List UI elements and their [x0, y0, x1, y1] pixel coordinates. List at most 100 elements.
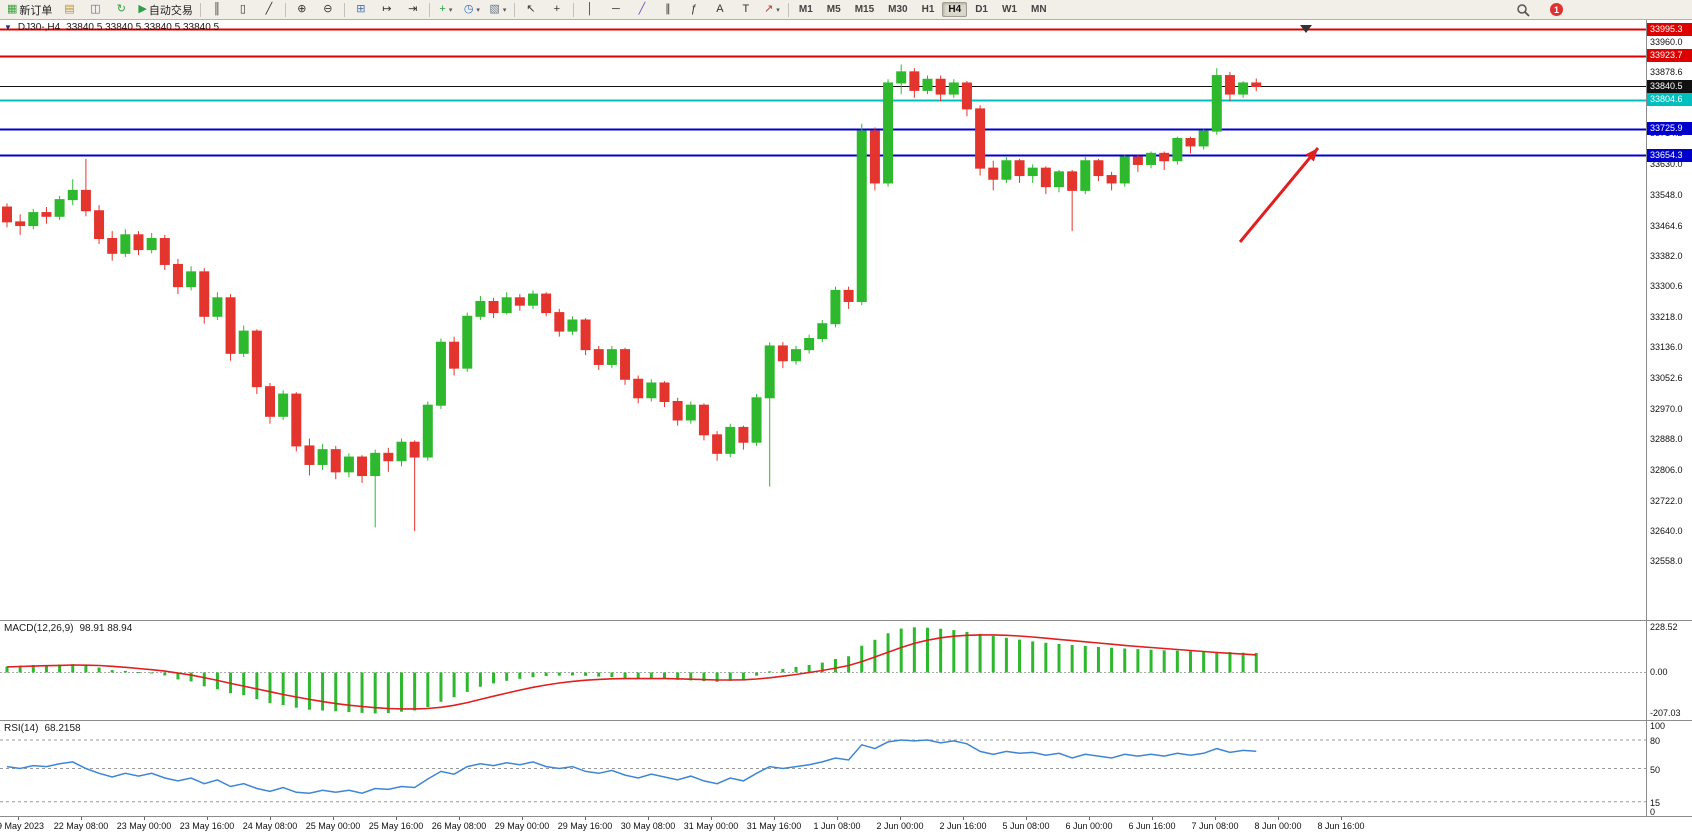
price-axis-label: 32640.0 — [1650, 526, 1683, 537]
time-axis-label: 24 May 08:00 — [242, 821, 298, 831]
time-tick — [900, 817, 901, 820]
market-depth-icon[interactable]: ◫ — [82, 0, 108, 19]
text-button[interactable]: A — [707, 0, 733, 19]
timeframe-m1-button[interactable]: M1 — [798, 4, 813, 15]
timeframe-h1-button[interactable]: H1 — [921, 4, 935, 15]
chart-shift-marker[interactable] — [1300, 25, 1312, 33]
rsi-panel[interactable]: RSI(14) 68.2158 — [0, 721, 1646, 816]
time-tick — [1152, 817, 1153, 820]
time-axis-label: 2 Jun 16:00 — [939, 821, 987, 831]
play-icon: ▶ — [138, 3, 147, 15]
tile-windows-button[interactable]: ⊞ — [348, 0, 374, 19]
price-axis-label: 33052.6 — [1650, 373, 1683, 384]
zoom-out-button[interactable]: ⊖ — [315, 0, 341, 19]
search-icon[interactable] — [1516, 3, 1531, 18]
refresh-icon: ↻ — [116, 3, 127, 15]
chevron-down-icon: ▾ — [776, 6, 780, 14]
rsi-axis[interactable]: 100 80 50 15 0 — [1646, 721, 1692, 816]
time-axis[interactable]: 19 May 2023 22 May 08:00 23 May 00:00 23 Ma… — [0, 816, 1692, 838]
trend-arrow-annotation[interactable] — [1238, 147, 1320, 243]
timeframe-m5-button[interactable]: M5 — [826, 4, 841, 15]
channel-button[interactable]: ∥ — [655, 0, 681, 19]
chart-window-icon: ▤ — [64, 3, 75, 15]
cursor-button[interactable]: ↖ — [518, 0, 544, 19]
horizontal-line-button[interactable]: ─ — [603, 0, 629, 19]
price-chart[interactable]: ▼ DJ30-,H4 33840.5 33840.5 33840.5 33840… — [0, 20, 1646, 620]
timeframe-mn-button[interactable]: MN — [1030, 4, 1047, 15]
macd-canvas — [0, 627, 1646, 714]
time-tick — [1026, 817, 1027, 820]
time-tick — [711, 817, 712, 820]
price-axis-label: 32888.0 — [1650, 434, 1683, 445]
indicators-button[interactable]: + ▾ — [433, 0, 459, 19]
chart-shift-button[interactable]: ⇥ — [400, 0, 426, 19]
periods-button[interactable]: ◷ ▾ — [459, 0, 485, 19]
price-axis[interactable]: 33960.033878.633796.433714.233630.033548… — [1646, 20, 1692, 620]
chart-title: ▼ DJ30-,H4 33840.5 33840.5 33840.5 33840… — [4, 22, 219, 33]
price-axis-label: 33464.6 — [1650, 220, 1683, 231]
new-order-icon: ▦ — [7, 3, 18, 15]
time-tick — [585, 817, 586, 820]
new-order-button[interactable]: ▦ 新订单 — [3, 0, 56, 19]
chart-collapse-icon[interactable]: ▼ — [4, 23, 12, 32]
toolbar-separator — [284, 2, 286, 17]
time-axis-label: 25 May 00:00 — [305, 821, 361, 831]
refresh-icon[interactable]: ↻ — [108, 0, 134, 19]
fibonacci-button[interactable]: ƒ — [681, 0, 707, 19]
timeframe-m15-button[interactable]: M15 — [854, 4, 875, 15]
time-tick — [648, 817, 649, 820]
time-tick — [396, 817, 397, 820]
rsi-axis-label: 80 — [1650, 736, 1661, 746]
timeframe-d1-button[interactable]: D1 — [975, 4, 988, 15]
trendline-button[interactable]: ╱ — [629, 0, 655, 19]
time-tick — [459, 817, 460, 820]
market-depth-icon: ◫ — [90, 3, 101, 15]
timeframe-w1-button[interactable]: W1 — [1001, 4, 1017, 15]
candlestick-chart-icon: ▯ — [239, 3, 246, 15]
template-icon: ▧ — [489, 3, 500, 15]
timeframe-buttons: M1 M5 M15 M30 H1 H4 D1 W1 MN — [792, 0, 1054, 19]
time-axis-label: 6 Jun 00:00 — [1065, 821, 1113, 831]
timeframe-h4-button[interactable]: H4 — [942, 2, 968, 17]
macd-axis-label: 0.00 — [1650, 667, 1668, 678]
time-axis-label: 31 May 00:00 — [683, 821, 739, 831]
time-tick — [837, 817, 838, 820]
rsi-axis-label: 50 — [1650, 764, 1661, 775]
label-button[interactable]: T — [733, 0, 759, 19]
chevron-down-icon: ▾ — [502, 6, 507, 14]
macd-axis[interactable]: 228.52 0.00 -207.03 — [1646, 621, 1692, 720]
price-axis-label: 32806.0 — [1650, 464, 1683, 475]
trendline-icon: ╱ — [638, 3, 646, 15]
chart-window-icon[interactable]: ▤ — [56, 0, 82, 19]
time-tick — [1215, 817, 1216, 820]
notification-badge[interactable]: 1 — [1550, 3, 1563, 16]
time-axis-label: 29 May 16:00 — [557, 821, 613, 831]
crosshair-button[interactable]: + — [544, 0, 570, 19]
templates-button[interactable]: ▧ ▾ — [485, 0, 511, 19]
zoom-in-button[interactable]: ⊕ — [289, 0, 315, 19]
arrows-tool-button[interactable]: ↗ ▾ — [759, 0, 785, 19]
autotrading-button[interactable]: ▶ 自动交易 — [134, 0, 196, 19]
price-badge-33995.3: 33995.3 — [1647, 22, 1692, 36]
time-axis-label: 5 Jun 08:00 — [1002, 821, 1050, 831]
candlestick-chart-button[interactable]: ▯ — [230, 0, 256, 19]
bar-chart-button[interactable]: ║ — [204, 0, 230, 19]
price-axis-label: 33300.6 — [1650, 281, 1683, 292]
time-axis-label: 29 May 00:00 — [494, 821, 550, 831]
candles — [2, 64, 1262, 532]
crosshair-icon: + — [553, 3, 561, 15]
macd-panel[interactable]: MACD(12,26,9) 98.91 88.94 — [0, 621, 1646, 720]
zoom-out-icon: ⊖ — [323, 3, 333, 15]
time-axis-label: 1 Jun 08:00 — [813, 821, 861, 831]
price-axis-label: 32722.0 — [1650, 495, 1683, 506]
line-chart-button[interactable]: ╱ — [256, 0, 282, 19]
vertical-line-button[interactable]: │ — [577, 0, 603, 19]
auto-scroll-button[interactable]: ↦ — [374, 0, 400, 19]
time-tick — [270, 817, 271, 820]
timeframe-m30-button[interactable]: M30 — [888, 4, 908, 15]
rsi-label: RSI(14) — [4, 723, 39, 734]
vertical-line-icon: │ — [586, 3, 594, 15]
price-axis-label: 33630.0 — [1650, 159, 1683, 170]
rsi-axis-label: 100 — [1650, 721, 1666, 731]
